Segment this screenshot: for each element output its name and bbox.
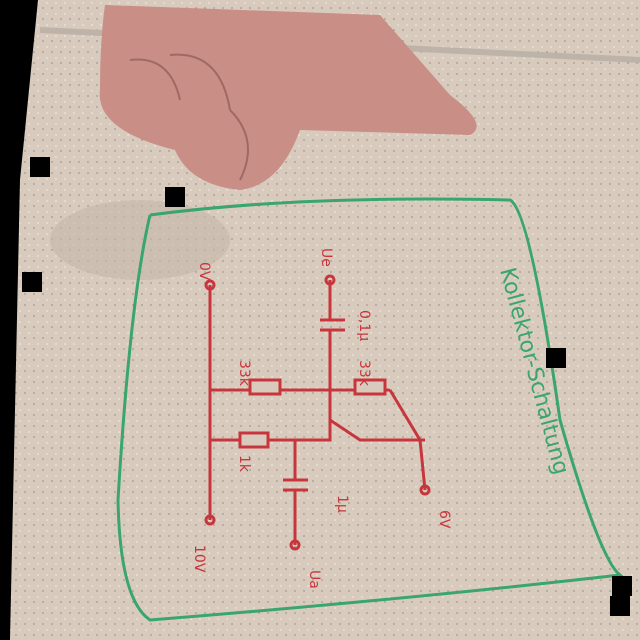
label: 10V xyxy=(191,545,207,573)
green-frame xyxy=(116,197,624,622)
label: Ue xyxy=(318,248,334,267)
label: 33k xyxy=(236,360,252,387)
label: 1k xyxy=(236,455,252,473)
label: 1µ xyxy=(334,495,350,513)
label: 6V xyxy=(436,510,452,529)
hand xyxy=(50,5,477,280)
label: 0,1µ xyxy=(356,310,372,341)
circuit xyxy=(204,274,431,551)
label: Ua xyxy=(306,570,322,589)
label: 33k xyxy=(356,360,372,387)
label: 0V xyxy=(196,262,212,281)
occlusions xyxy=(22,157,632,616)
